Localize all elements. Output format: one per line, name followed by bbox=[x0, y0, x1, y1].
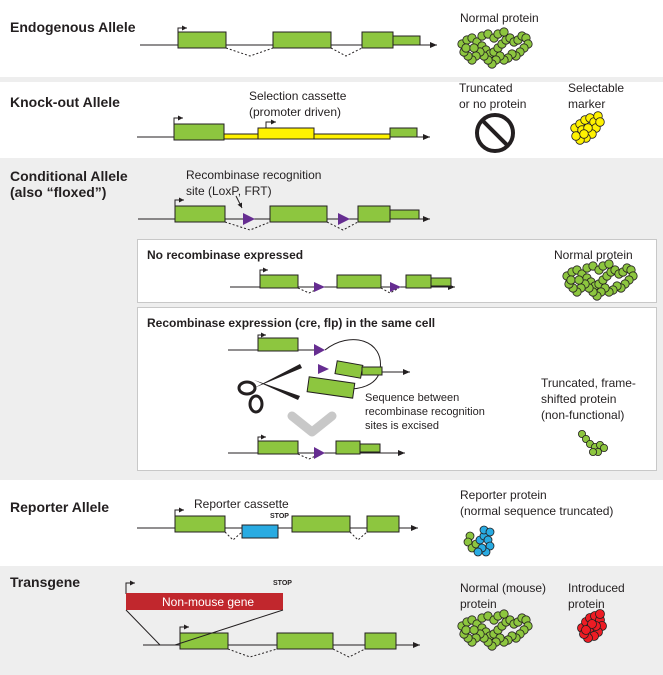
chevron-down-icon bbox=[287, 411, 337, 437]
reporter-gene bbox=[137, 507, 418, 541]
transgene-stop-label: STOP bbox=[273, 580, 292, 587]
no-recombinase-title: No recombinase expressed bbox=[147, 248, 304, 262]
normal-protein-1 bbox=[457, 27, 533, 69]
panel-recombinase bbox=[137, 307, 657, 471]
cassette-label-2: (promoter driven) bbox=[249, 105, 342, 119]
reporter-stop-label: STOP bbox=[270, 513, 289, 520]
site-label-2: site (LoxP, FRT) bbox=[186, 184, 272, 198]
frameshift-label-3: (non-functional) bbox=[541, 408, 625, 422]
reporter-protein-1: Reporter protein bbox=[460, 488, 547, 502]
no-recombinase-protein: Normal protein bbox=[554, 248, 633, 262]
introduced-1: Introduced bbox=[568, 581, 625, 595]
nonmouse-gene-label: Non-mouse gene bbox=[162, 595, 255, 609]
marker-protein bbox=[570, 111, 605, 145]
recombinase-title: Recombinase expression (cre, flp) in the… bbox=[147, 316, 436, 330]
transgene-title: Transgene bbox=[10, 574, 81, 590]
no-symbol-icon bbox=[475, 113, 515, 153]
reporter-cassette-label: Reporter cassette bbox=[194, 497, 289, 511]
normal-protein-2 bbox=[562, 259, 638, 301]
reporter-title: Reporter Allele bbox=[10, 499, 110, 515]
normal-mouse-1: Normal (mouse) bbox=[460, 581, 547, 595]
conditional-title-2: (also “floxed”) bbox=[10, 184, 107, 200]
frameshift-label-1: Truncated, frame- bbox=[541, 376, 636, 390]
conditional-gene bbox=[138, 195, 430, 231]
knockout-gene bbox=[137, 115, 430, 141]
recombinase-after bbox=[228, 434, 405, 460]
protein-chains bbox=[457, 27, 638, 651]
endogenous-title: Endogenous Allele bbox=[10, 19, 136, 35]
endogenous-gene bbox=[140, 25, 437, 57]
marker-label-2: marker bbox=[568, 97, 606, 111]
scissors-icon bbox=[237, 364, 302, 414]
endogenous-protein-label: Normal protein bbox=[460, 11, 539, 25]
truncated-label-1: Truncated bbox=[459, 81, 513, 95]
transgene-gene bbox=[125, 580, 420, 658]
no-recombinase-gene bbox=[230, 267, 455, 294]
frameshift-protein bbox=[578, 429, 609, 456]
frameshift-label-2: shifted protein bbox=[541, 392, 617, 406]
introduced-protein bbox=[577, 609, 607, 643]
lox-sites bbox=[243, 213, 350, 225]
truncated-label-2: or no protein bbox=[459, 97, 527, 111]
marker-label-1: Selectable bbox=[568, 81, 625, 95]
normal-protein-3 bbox=[457, 609, 533, 651]
band-transgene bbox=[0, 566, 663, 675]
reporter-protein-2: (normal sequence truncated) bbox=[460, 504, 614, 518]
introduced-2: protein bbox=[568, 597, 605, 611]
recombinase-before bbox=[228, 332, 410, 399]
excised-label-3: sites is excised bbox=[365, 420, 439, 432]
divider-1 bbox=[0, 77, 663, 82]
normal-mouse-2: protein bbox=[460, 597, 497, 611]
knockout-title: Knock-out Allele bbox=[10, 94, 120, 110]
site-label-1: Recombinase recognition bbox=[186, 168, 322, 182]
conditional-title-1: Conditional Allele bbox=[10, 168, 128, 184]
excised-label-2: recombinase recognition bbox=[365, 406, 485, 418]
cassette-label-1: Selection cassette bbox=[249, 89, 347, 103]
reporter-protein bbox=[463, 525, 495, 557]
excised-label-1: Sequence between bbox=[365, 392, 460, 404]
